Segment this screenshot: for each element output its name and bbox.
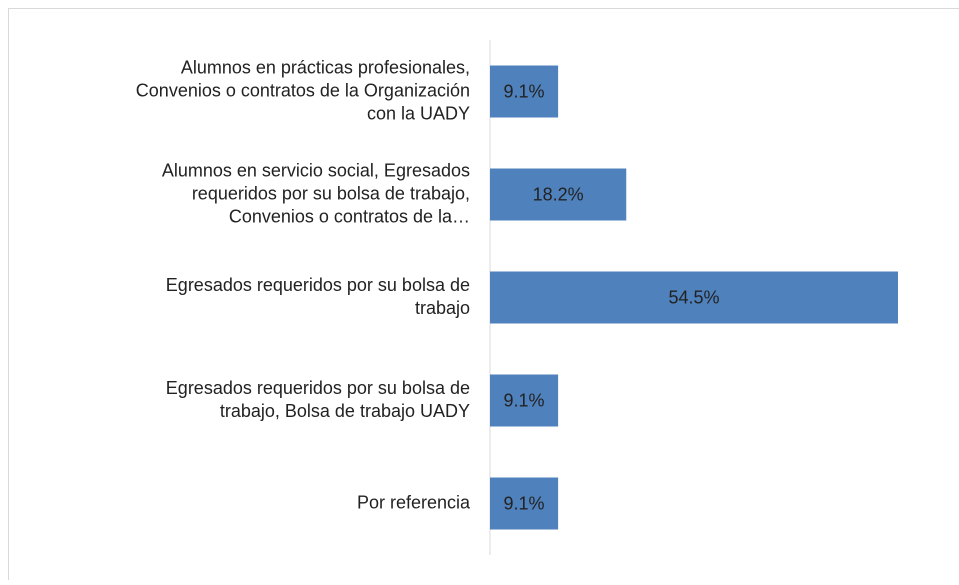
category-label-line: con la UADY — [367, 103, 470, 123]
category-label: Egresados requeridos por su bolsa de trab… — [166, 275, 470, 318]
category-label-line: Egresados requeridos por su bolsa de — [166, 378, 470, 398]
category-label: Alumnos en servicio social, Egresados req… — [162, 160, 470, 226]
data-label: 9.1% — [504, 390, 545, 410]
data-label: 18.2% — [533, 184, 584, 204]
category-label-line: Alumnos en prácticas profesionales, — [181, 57, 470, 77]
category-label-line: trabajo — [415, 298, 470, 318]
category-label-line: trabajo, Bolsa de trabajo UADY — [220, 401, 470, 421]
data-label: 54.5% — [668, 287, 719, 307]
category-label-line: Por referencia — [357, 492, 471, 512]
category-label-line: Convenios o contratos de la Organización — [136, 80, 470, 100]
category-label-line: Egresados requeridos por su bolsa de — [166, 275, 470, 295]
category-label-line: requeridos por su bolsa de trabajo, — [192, 183, 470, 203]
category-label-line: Convenios o contratos de la… — [229, 206, 470, 226]
data-label: 9.1% — [504, 81, 545, 101]
category-label: Alumnos en prácticas profesionales, Conve… — [136, 57, 470, 123]
data-label: 9.1% — [504, 493, 545, 513]
category-label-line: Alumnos en servicio social, Egresados — [162, 160, 470, 180]
category-label: Por referencia — [357, 492, 471, 512]
category-label: Egresados requeridos por su bolsa de trab… — [166, 378, 470, 421]
